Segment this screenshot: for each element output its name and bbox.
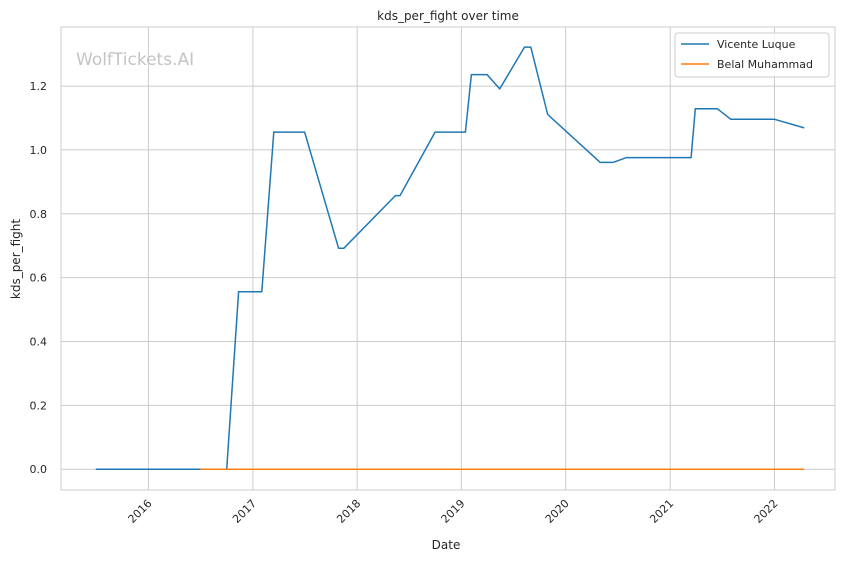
y-tick-labels: 0.0 0.2 0.4 0.6 0.8 1.0 1.2 <box>30 80 48 476</box>
y-axis-label: kds_per_fight <box>9 219 23 300</box>
plot-area <box>60 26 836 491</box>
x-axis-label: Date <box>432 538 461 552</box>
legend-label-vicente-luque: Vicente Luque <box>717 38 796 51</box>
x-tick-labels: 2016 2017 2018 2019 2020 2021 2022 <box>126 497 781 526</box>
legend: Vicente Luque Belal Muhammad <box>674 32 830 78</box>
x-tick-label: 2021 <box>647 497 676 526</box>
x-tick-label: 2020 <box>543 497 572 526</box>
x-tick-label: 2022 <box>752 497 781 526</box>
series-layer <box>95 46 805 470</box>
series-line-vicente-luque <box>95 46 805 470</box>
y-tick-label: 0.0 <box>30 463 48 476</box>
y-tick-label: 0.2 <box>30 399 48 412</box>
x-tick-label: 2019 <box>439 497 468 526</box>
y-tick-label: 1.0 <box>30 144 48 157</box>
x-tick-label: 2018 <box>334 497 363 526</box>
chart-title: kds_per_fight over time <box>377 9 519 23</box>
y-tick-label: 1.2 <box>30 80 48 93</box>
x-tick-label: 2016 <box>126 497 155 526</box>
legend-box <box>674 32 830 78</box>
x-tick-label: 2017 <box>230 497 259 526</box>
y-tick-label: 0.6 <box>30 272 48 285</box>
y-tick-label: 0.8 <box>30 208 48 221</box>
grid <box>61 27 835 490</box>
watermark: WolfTickets.AI <box>76 50 194 70</box>
y-tick-label: 0.4 <box>30 336 48 349</box>
legend-label-belal-muhammad: Belal Muhammad <box>717 58 813 71</box>
